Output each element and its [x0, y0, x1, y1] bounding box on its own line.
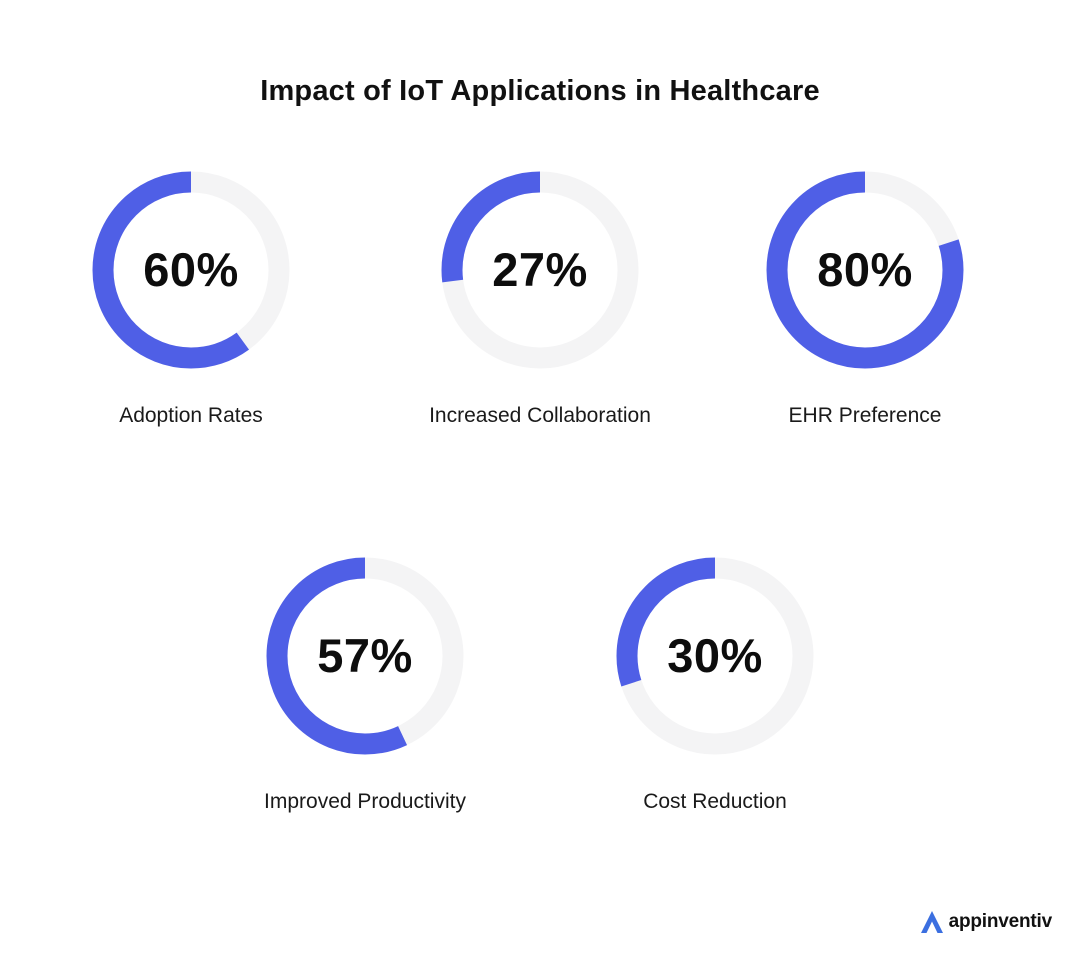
donut-value: 80%	[817, 243, 913, 296]
donut-arc-adoption-rates	[92, 171, 290, 369]
donut-arc-ehr-preference	[766, 171, 964, 369]
donut-card-ehr-preference: 80% EHR Preference	[715, 170, 1015, 450]
donut-label: Adoption Rates	[119, 404, 263, 427]
donut-card-improved-productivity: 57% Improved Productivity	[215, 556, 515, 836]
donut-chart	[92, 171, 290, 369]
donut-chart	[266, 557, 464, 755]
brand-name: appinventiv	[948, 911, 1053, 932]
donut-chart	[441, 171, 639, 369]
donut-label: Improved Productivity	[264, 790, 466, 813]
donut-chart	[766, 171, 964, 369]
appinventiv-logo-icon	[920, 911, 943, 933]
donut-arc-cost-reduction	[616, 557, 814, 755]
donut-arc-improved-productivity	[266, 557, 464, 755]
donut-card-cost-reduction: 30% Cost Reduction	[565, 556, 865, 836]
page-title: Impact of IoT Applications in Healthcare	[260, 75, 820, 108]
donut-card-increased-collaboration: 27% Increased Collaboration	[390, 170, 690, 450]
donut-value: 27%	[492, 243, 588, 296]
donut-value: 60%	[143, 243, 239, 296]
donut-value: 57%	[317, 629, 413, 682]
brand-logo: appinventiv	[919, 909, 1052, 935]
donut-label: Increased Collaboration	[429, 404, 651, 427]
donut-chart	[616, 557, 814, 755]
donut-value: 30%	[667, 629, 763, 682]
donut-label: EHR Preference	[788, 404, 942, 427]
donut-label: Cost Reduction	[643, 790, 787, 813]
donut-arc-increased-collaboration	[441, 171, 639, 369]
donut-card-adoption-rates: 60% Adoption Rates	[41, 170, 341, 450]
